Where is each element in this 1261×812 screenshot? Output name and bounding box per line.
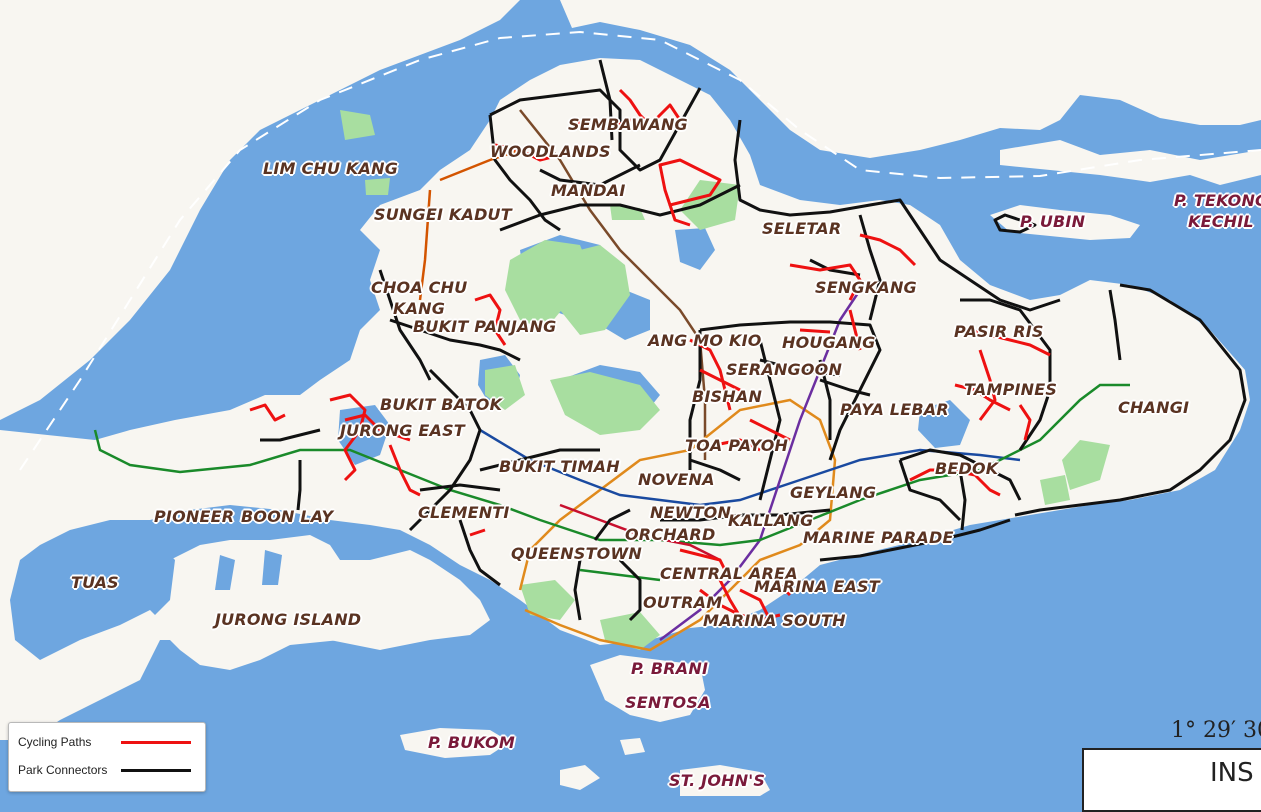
pulau-ubin xyxy=(990,205,1140,240)
label-clementi: CLEMENTI xyxy=(418,503,510,522)
label-pioneer: PIONEER xyxy=(154,507,235,526)
label-serangoon: SERANGOON xyxy=(726,360,843,379)
legend-cycling-label: Cycling Paths xyxy=(18,735,92,749)
label-outram: OUTRAM xyxy=(643,593,723,612)
label-kallang: KALLANG xyxy=(728,511,814,530)
label-st-johns: ST. JOHN'S xyxy=(669,771,766,790)
label-boon-lay: BOON LAY xyxy=(241,507,334,526)
label-novena: NOVENA xyxy=(638,470,715,489)
label-p-ubin: P. UBIN xyxy=(1020,212,1086,231)
tuas-docks xyxy=(140,545,282,615)
southern-islets xyxy=(560,738,645,790)
shipping-lane xyxy=(19,30,1261,471)
label-orchard: ORCHARD xyxy=(625,525,716,544)
sentosa-island xyxy=(590,655,705,722)
label-p-tekong-line1: P. TEKONG xyxy=(1174,191,1261,210)
label-pasir-ris: PASIR RIS xyxy=(954,322,1044,341)
cycling-paths xyxy=(249,88,1051,626)
map-legend: Cycling Paths Park Connectors xyxy=(8,722,206,792)
label-sengkang: SENGKANG xyxy=(815,278,917,297)
mainland-north-landmass xyxy=(0,0,1261,420)
label-marine-parade: MARINE PARADE xyxy=(803,528,954,547)
inset-map-frame: INS xyxy=(1082,748,1261,812)
label-queenstown: QUEENSTOWN xyxy=(511,544,642,563)
park-connectors xyxy=(260,59,1247,622)
legend-cycling-swatch xyxy=(121,741,191,744)
label-choa-chu-kang-line2: KANG xyxy=(393,299,446,318)
label-newton: NEWTON xyxy=(650,503,732,522)
johor-east-landmass xyxy=(1000,0,1261,185)
label-bukit-panjang: BUKIT PANJANG xyxy=(413,317,557,336)
label-p-tekong-line2: KECHIL xyxy=(1188,212,1254,231)
label-tuas: TUAS xyxy=(71,573,119,592)
label-choa-chu-kang-line1: CHOA CHU xyxy=(371,278,468,297)
label-bishan: BISHAN xyxy=(692,387,763,406)
label-hougang: HOUGANG xyxy=(782,333,876,352)
label-tampines: TAMPINES xyxy=(964,380,1058,399)
label-mandai: MANDAI xyxy=(551,181,626,200)
label-bukit-batok: BUKIT BATOK xyxy=(380,395,503,414)
label-paya-lebar: PAYA LEBAR xyxy=(840,400,949,419)
pulau-bukom xyxy=(400,728,510,758)
st-johns-island xyxy=(680,765,770,796)
label-seletar: SELETAR xyxy=(762,219,842,238)
label-geylang: GEYLANG xyxy=(790,483,877,502)
label-ang-mo-kio: ANG MO KIO xyxy=(648,331,762,350)
label-p-bukom: P. BUKOM xyxy=(428,733,515,752)
label-marina-east: MARINA EAST xyxy=(754,577,880,596)
label-p-brani: P. BRANI xyxy=(631,659,709,678)
label-changi: CHANGI xyxy=(1118,398,1190,417)
coordinate-readout: 1° 29′ 30 xyxy=(1171,718,1261,743)
label-marina-south: MARINA SOUTH xyxy=(703,611,846,630)
inset-title: INS xyxy=(1210,758,1254,788)
nature-reserves xyxy=(340,110,1110,650)
label-toa-payoh: TOA PAYOH xyxy=(685,436,789,455)
label-bedok: BEDOK xyxy=(935,459,999,478)
label-lim-chu-kang: LIM CHU KANG xyxy=(263,159,399,178)
label-jurong-east: JURONG EAST xyxy=(340,421,465,440)
label-sungei-kadut: SUNGEI KADUT xyxy=(374,205,512,224)
label-jurong-island: JURONG ISLAND xyxy=(215,610,362,629)
jurong-island xyxy=(195,575,395,650)
label-sentosa: SENTOSA xyxy=(625,693,711,712)
label-sembawang: SEMBAWANG xyxy=(568,115,688,134)
label-central-area: CENTRAL AREA xyxy=(660,564,798,583)
label-bukit-timah: BUKIT TIMAH xyxy=(499,457,620,476)
legend-connector-label: Park Connectors xyxy=(18,763,108,777)
label-woodlands: WOODLANDS xyxy=(490,142,611,161)
legend-connector-swatch xyxy=(121,769,191,772)
